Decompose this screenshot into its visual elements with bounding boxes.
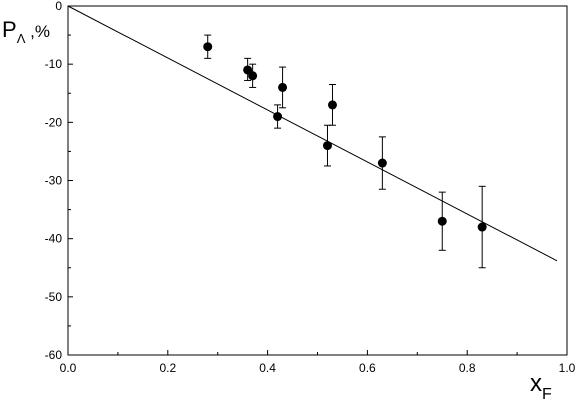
x-axis-title-main: x: [530, 370, 542, 397]
data-point: [273, 112, 283, 122]
data-point: [377, 158, 387, 168]
data-point-layer: [203, 42, 487, 232]
x-axis-ticks: 0.0 0.2 0.4 0.6 0.8 1.0: [60, 350, 576, 375]
x-tick-label: 0.6: [359, 361, 376, 375]
y-tick-label: 0: [55, 0, 62, 13]
y-axis-title-subscript: Λ: [17, 31, 26, 46]
y-axis-title-unit: ,%: [25, 22, 50, 41]
data-point: [477, 222, 487, 232]
y-tick-label: -50: [45, 290, 63, 304]
fit-line-layer: [67, 5, 558, 262]
y-tick-label: -20: [45, 115, 63, 129]
data-point: [437, 216, 447, 226]
x-tick-label: 0.0: [60, 361, 77, 375]
x-axis-title: xF: [530, 370, 552, 403]
data-point: [248, 71, 258, 81]
y-tick-label: -40: [45, 232, 63, 246]
data-point: [327, 100, 337, 110]
x-axis-title-subscript: F: [542, 386, 552, 403]
data-point: [322, 141, 332, 151]
x-tick-label: 0.4: [259, 361, 276, 375]
y-tick-label: -60: [45, 348, 63, 362]
y-axis-title: PΛ ,%: [2, 17, 50, 46]
plot-frame: [67, 5, 568, 356]
fit-line: [67, 5, 558, 262]
data-point: [278, 82, 288, 92]
y-tick-label: -30: [45, 174, 63, 188]
x-tick-label: 0.2: [159, 361, 176, 375]
x-tick-label: 0.8: [459, 361, 476, 375]
data-point: [203, 42, 213, 52]
y-axis-title-main: P: [2, 17, 17, 42]
y-axis-ticks: 0 -10 -20 -30 -40 -50 -60: [45, 0, 73, 362]
y-tick-label: -10: [45, 57, 63, 71]
x-tick-label: 1.0: [559, 361, 576, 375]
